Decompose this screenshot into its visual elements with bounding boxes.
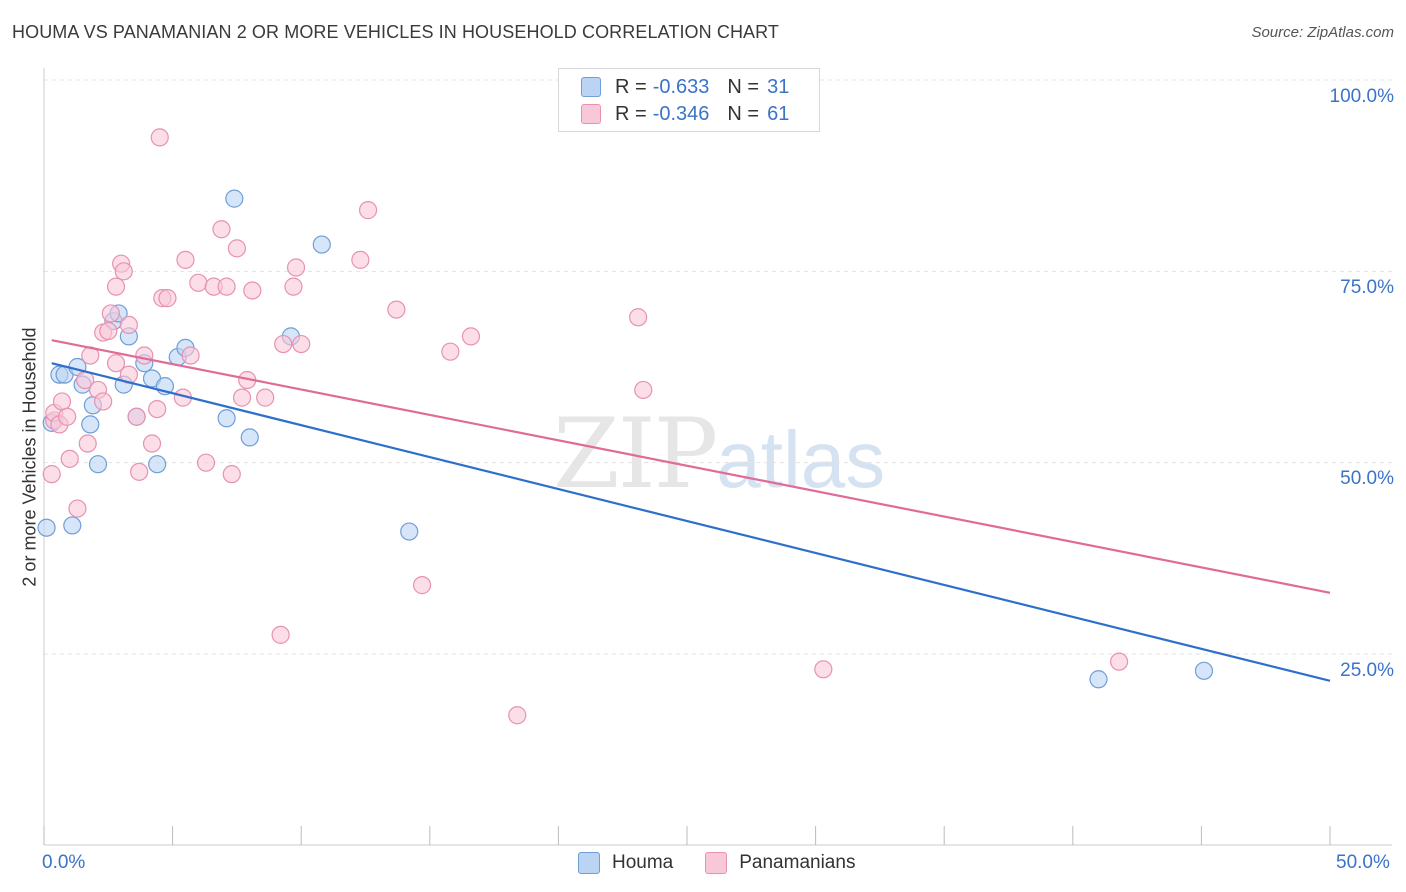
panamanians-point: [387, 300, 406, 319]
panamanians-point: [243, 281, 262, 300]
panamanians-r-value: -0.346: [652, 102, 710, 125]
legend-row-panamanians: R = -0.346 N = 61: [581, 101, 789, 127]
houma-point: [63, 516, 82, 535]
panamanians-r-label: R =: [615, 102, 647, 125]
panamanians-point: [127, 407, 146, 426]
panamanians-point: [358, 201, 378, 220]
panamanians-point: [196, 453, 216, 472]
houma-point: [148, 455, 167, 474]
houma-point: [217, 409, 236, 428]
houma-point: [400, 522, 419, 541]
watermark-zip: ZIP: [553, 398, 718, 510]
x-tick-label-max: 50.0%: [1336, 852, 1390, 873]
panamanians-point: [60, 449, 79, 468]
panamanians-point: [284, 277, 303, 296]
panamanians-point: [222, 465, 241, 484]
panamanians-point: [508, 706, 527, 725]
houma-point: [225, 189, 244, 208]
legend-panamanians-label: Panamanians: [739, 852, 856, 873]
panamanians-point: [232, 388, 252, 407]
correlation-legend: R = -0.633 N = 31 R = -0.346 N = 61: [558, 68, 820, 132]
houma-point: [1089, 670, 1108, 689]
panamanians-point: [189, 273, 208, 292]
houma-n-value: 31: [767, 75, 790, 98]
panamanians-point: [52, 392, 72, 411]
y-axis-label: 2 or more Vehicles in Household: [19, 327, 40, 587]
watermark: ZIPatlas: [553, 398, 885, 510]
series-legend: Houma Panamanians: [578, 852, 887, 874]
panamanians-point: [286, 258, 306, 277]
houma-point: [240, 428, 259, 447]
panamanians-point: [68, 499, 87, 518]
source-credit: Source: ZipAtlas.com: [1251, 24, 1394, 41]
panamanians-point: [412, 576, 432, 595]
panamanians-trend-line: [51, 339, 1331, 594]
panamanians-point: [256, 388, 275, 407]
panamanians-point: [441, 342, 460, 361]
panamanians-point: [814, 660, 833, 679]
panamanians-point: [148, 399, 167, 419]
y-tick-label-50: 50.0%: [1340, 468, 1394, 489]
legend-item-houma: Houma: [578, 852, 673, 874]
houma-point: [88, 455, 108, 474]
houma-point: [312, 235, 331, 254]
panamanians-point: [271, 625, 290, 644]
panamanians-point: [106, 277, 126, 296]
panamanians-point: [150, 128, 169, 147]
panamanians-point: [78, 434, 97, 453]
panamanians-point: [461, 327, 481, 346]
y-tick-label-75: 75.0%: [1340, 277, 1394, 298]
panamanians-point: [212, 220, 231, 239]
panamanians-point: [135, 346, 154, 365]
legend-panamanians-swatch: [705, 852, 728, 874]
chart-title: HOUMA VS PANAMANIAN 2 OR MORE VEHICLES I…: [12, 22, 780, 42]
houma-swatch: [581, 77, 601, 97]
panamanians-point: [114, 262, 133, 281]
y-tick-label-25: 25.0%: [1340, 660, 1394, 681]
legend-houma-label: Houma: [612, 852, 674, 873]
houma-trend-line: [51, 362, 1331, 682]
panamanians-point: [217, 277, 236, 296]
panamanians-point: [142, 434, 162, 453]
panamanians-swatch: [581, 104, 601, 124]
panamanians-point: [181, 346, 200, 365]
panamanians-point: [176, 250, 195, 269]
houma-point: [37, 518, 56, 537]
panamanians-point: [227, 239, 246, 258]
legend-row-houma: R = -0.633 N = 31: [581, 74, 789, 100]
panamanians-point: [158, 289, 177, 308]
panamanians-point: [94, 392, 113, 411]
panamanians-point: [629, 308, 648, 327]
panamanians-n-label: N =: [727, 102, 760, 125]
panamanians-point: [101, 304, 120, 323]
legend-houma-swatch: [578, 852, 600, 874]
panamanians-point: [99, 321, 118, 341]
panamanians-point: [106, 354, 126, 373]
panamanians-n-value: 61: [767, 102, 790, 125]
houma-point: [1194, 661, 1214, 680]
panamanians-point: [351, 250, 370, 269]
panamanians-point: [130, 462, 149, 481]
x-tick-label-min: 0.0%: [42, 852, 86, 873]
panamanians-point: [274, 334, 293, 354]
panamanians-point: [634, 380, 653, 400]
legend-item-panamanians: Panamanians: [705, 852, 855, 874]
houma-point: [81, 415, 100, 434]
houma-n-label: N =: [727, 75, 760, 98]
panamanians-point: [1109, 652, 1129, 671]
y-tick-label-100: 100.0%: [1329, 86, 1394, 107]
houma-r-value: -0.633: [652, 75, 710, 98]
houma-r-label: R =: [615, 75, 647, 98]
panamanians-point: [42, 465, 61, 484]
panamanians-point: [58, 407, 77, 426]
panamanians-point: [119, 315, 138, 335]
panamanians-point: [292, 334, 311, 354]
